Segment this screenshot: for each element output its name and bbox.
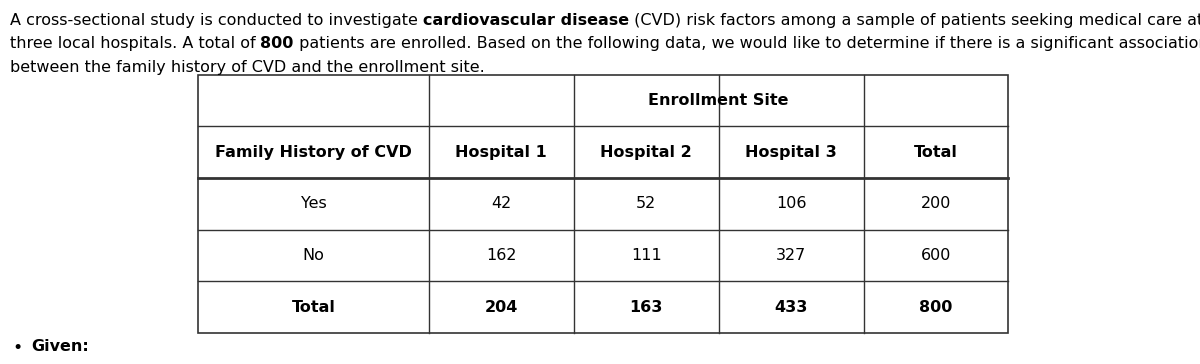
Text: 327: 327: [776, 248, 806, 263]
Text: Hospital 2: Hospital 2: [600, 145, 692, 160]
Text: Enrollment Site: Enrollment Site: [648, 93, 788, 108]
Text: A cross-sectional study is conducted to investigate: A cross-sectional study is conducted to …: [10, 13, 422, 28]
Text: No: No: [302, 248, 324, 263]
Text: 42: 42: [491, 196, 511, 211]
Text: Family History of CVD: Family History of CVD: [215, 145, 412, 160]
Text: •: •: [12, 339, 23, 357]
Text: Given:: Given:: [31, 339, 89, 354]
Text: 163: 163: [630, 300, 664, 315]
Text: 800: 800: [260, 36, 294, 51]
Text: 52: 52: [636, 196, 656, 211]
Text: (CVD) risk factors among a sample of patients seeking medical care at one of: (CVD) risk factors among a sample of pat…: [629, 13, 1200, 28]
Text: 106: 106: [776, 196, 806, 211]
Text: between the family history of CVD and the enrollment site.: between the family history of CVD and th…: [10, 60, 485, 75]
Text: 162: 162: [486, 248, 516, 263]
Text: Hospital 3: Hospital 3: [745, 145, 838, 160]
Text: Yes: Yes: [300, 196, 326, 211]
Text: Total: Total: [914, 145, 958, 160]
Text: 111: 111: [631, 248, 661, 263]
Text: Hospital 1: Hospital 1: [456, 145, 547, 160]
Text: 800: 800: [919, 300, 953, 315]
Text: 204: 204: [485, 300, 518, 315]
Text: patients are enrolled. Based on the following data, we would like to determine i: patients are enrolled. Based on the foll…: [294, 36, 1200, 51]
Text: 433: 433: [775, 300, 808, 315]
Text: cardiovascular disease: cardiovascular disease: [422, 13, 629, 28]
Text: three local hospitals. A total of: three local hospitals. A total of: [10, 36, 260, 51]
Text: Total: Total: [292, 300, 335, 315]
Text: 600: 600: [920, 248, 952, 263]
Text: 200: 200: [920, 196, 952, 211]
